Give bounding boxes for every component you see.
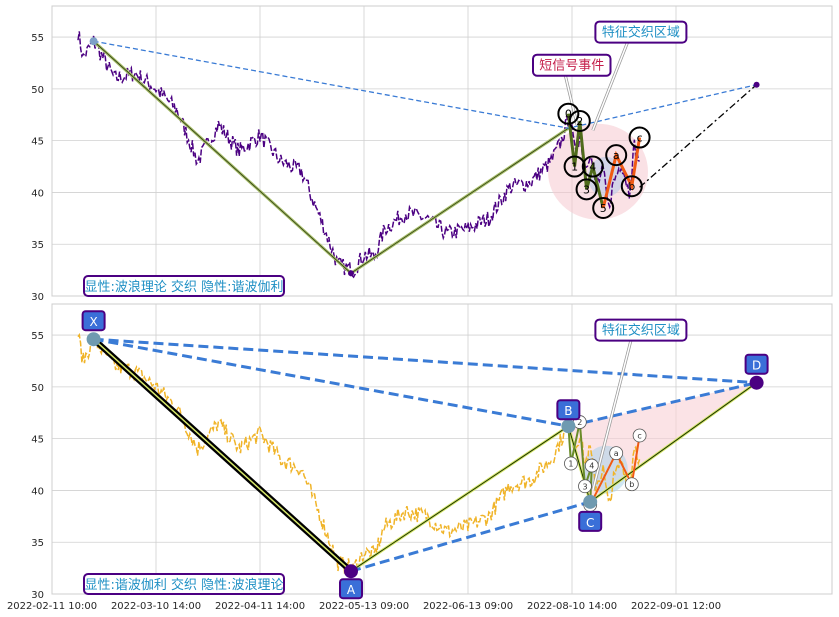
harmonic-point-marker [749,375,764,390]
harmonic-point-label: C [586,516,594,530]
x-tick-label: 2022-04-11 14:00 [215,601,305,612]
x-tick-label: 2022-06-13 09:00 [423,601,513,612]
wave-point-circle [592,196,615,219]
wave-point-label: 1 [568,460,573,469]
wave-point-label: 4 [589,462,594,471]
wave-point-circle [628,126,651,149]
y-tick-label: 45 [31,137,44,148]
wave-point-circle [581,155,604,178]
y-tick-label: 50 [31,383,44,394]
x-tick-label: 2022-02-11 10:00 [7,601,97,612]
wave-point-circle [568,109,591,132]
y-tick-label: 35 [31,538,44,549]
harmonic-leg [350,382,757,572]
x-tick-label: 2022-05-13 09:00 [319,601,409,612]
plot-frame [51,5,833,297]
harmonic-label-box [744,353,769,375]
wave-point-circle [563,155,586,178]
harmonic-point-marker [86,332,101,347]
y-tick-label: 40 [31,188,44,199]
wave-point-circle [578,479,592,494]
wave-point-label: 3 [583,183,590,196]
callout-text: 特征交织区域 [602,323,680,339]
wave-point-circle [632,428,647,443]
harmonic-point-marker [561,419,576,434]
y-tick-label: 50 [31,85,44,96]
wave-point-circle [620,175,643,198]
harmonic-dashed-line [93,337,757,385]
wave-point-label: c [637,132,643,145]
harmonic-point-label: X [89,315,97,329]
harmonic-dashed-line [93,337,569,428]
y-tick-label: 55 [31,331,44,342]
wave-point-circle [609,446,624,461]
y-tick-label: 30 [31,590,44,601]
y-tick-label: 40 [31,486,44,497]
wave-point-circle [575,178,598,201]
correction-wave [601,137,642,209]
y-tick-label: 30 [31,292,44,303]
x-tick-label: 2022-03-10 14:00 [111,601,201,612]
callout-text: 短信号事件 [539,59,604,74]
callout-box [532,53,612,77]
projection-dashdot-line [639,84,758,188]
y-tick-label: 45 [31,435,44,446]
harmonic-label-box [81,310,106,332]
legend-box [83,275,285,297]
wave-point-label: 5 [600,202,607,215]
harmonic-leg-xa [93,338,352,572]
pivot-marker [89,37,98,46]
y-tick-label: 35 [31,240,44,251]
callout-box [594,318,688,342]
harmonic-dashed-line [568,381,757,428]
callout-arrow [592,330,635,491]
y-tick-label: 55 [31,33,44,44]
harmonic-point-marker [583,494,598,509]
wave-point-label: 1 [571,161,578,174]
harmonic-dashed-line [350,500,591,573]
wave-point-circle [624,477,639,492]
correction-wave [589,435,641,506]
wave-point-circle [557,102,580,125]
wave-point-label: 4 [589,161,596,174]
wave-point-circle [584,458,599,473]
wave-point-label: a [613,149,620,162]
x-tick-label: 2022-09-01 12:00 [631,601,721,612]
harmonic-point-label: A [347,583,356,597]
plot-frame [51,303,833,595]
callout-text: 特征交织区域 [602,25,680,41]
wave-point-label: b [628,180,635,193]
wave-point-label: 3 [582,482,587,491]
price-line [77,31,641,279]
pivot-marker [753,81,760,88]
wave-point-label: 2 [577,418,582,427]
impulse-wave [566,113,605,209]
harmonic-label-box [339,578,363,600]
harmonic-point-label: D [752,359,761,373]
wave-point-circle [564,456,578,471]
wave-point-circle [605,144,628,167]
harmonic-point-marker [344,564,358,579]
x-tick-label: 2022-08-10 14:00 [527,601,617,612]
legend-box [83,573,285,595]
legend-label: 显性:谐波伽利 交织 隐性:波浪理论 [84,577,283,593]
wave-point-label: c [637,432,641,441]
wave-point-label: a [614,449,619,458]
wave-point-label: 2 [576,115,583,128]
panel-bottom: 30 35 40 45 50 55 2022-02-11 10:00 2022-03-10 1… [7,303,833,612]
legend-label: 显性:波浪理论 交织 隐性:谐波伽利 [84,279,283,295]
wave-point-label: b [629,480,634,489]
harmonic-dashed-line [93,40,757,129]
harmonic-label-box [578,510,603,532]
harmonic-label-box [556,399,581,421]
callout-box [594,20,688,44]
panel-top: 303540455055012345abc特征交织区域短信号事件显性:波浪理论 … [31,5,833,303]
pivot-marker [348,270,354,277]
harmonic-point-label: B [564,404,572,418]
wave-point-label: 0 [565,108,572,121]
callout-arrow [592,32,633,131]
